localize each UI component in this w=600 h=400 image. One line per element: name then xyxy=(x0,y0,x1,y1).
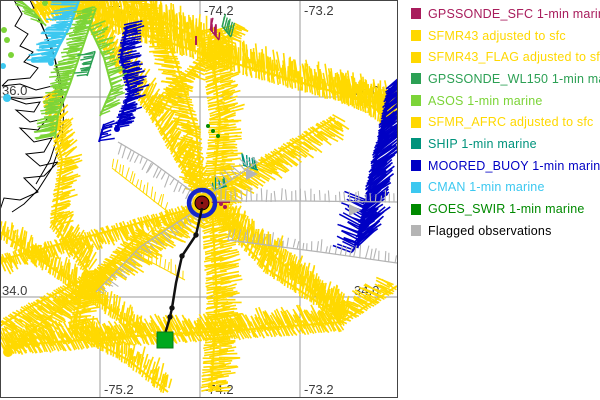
legend-item-3: GPSSONDE_WL150 1-min marine xyxy=(0,68,600,90)
storm-track-point xyxy=(179,253,185,259)
storm-track-point xyxy=(193,232,199,238)
legend-swatch xyxy=(411,160,421,172)
legend-label: SFMR_AFRC adjusted to sfc xyxy=(428,115,594,130)
legend-swatch xyxy=(411,225,421,237)
storm-center-symbol xyxy=(186,187,218,219)
landfall-marker xyxy=(156,331,174,349)
legend-item-7: MOORED_BUOY 1-min marine xyxy=(0,155,600,177)
wind-barb-tracks xyxy=(0,0,398,394)
track-gpssonde-wl150-west xyxy=(74,50,96,77)
legend-label: SFMR43 adjusted to sfc xyxy=(428,28,566,43)
track-sfmr-top-x xyxy=(146,22,249,117)
legend-label: ASOS 1-min marine xyxy=(428,93,543,108)
legend-label: SHIP 1-min marine xyxy=(428,136,537,151)
legend-label: GOES_SWIR 1-min marine xyxy=(428,202,585,217)
legend-item-10: Flagged observations xyxy=(0,220,600,242)
legend-swatch xyxy=(411,181,421,193)
legend-item-1: SFMR43 adjusted to sfc xyxy=(0,25,600,47)
legend-item-0: GPSSONDE_SFC 1-min marine xyxy=(0,3,600,25)
legend-item-5: SFMR_AFRC adjusted to sfc xyxy=(0,111,600,133)
flagged-obs-flag xyxy=(246,168,258,180)
track-cman-stream xyxy=(26,0,81,65)
legend-label: CMAN 1-min marine xyxy=(428,180,545,195)
lon-label-top: -73.2 xyxy=(304,3,334,18)
map-border xyxy=(0,0,398,398)
legend-swatch xyxy=(411,116,421,128)
map-data-layer xyxy=(0,0,398,394)
legend-label: SFMR43_FLAG adjusted to sfc xyxy=(428,50,600,65)
legend-swatch xyxy=(411,203,421,215)
storm-track-point xyxy=(167,314,173,320)
legend-item-2: SFMR43_FLAG adjusted to sfc xyxy=(0,46,600,68)
track-flagged-ne xyxy=(197,156,259,197)
track-gpssonde-wl150-drop xyxy=(221,13,236,38)
legend-item-6: SHIP 1-min marine xyxy=(0,133,600,155)
track-gpssonde-sfc-drop xyxy=(209,17,221,41)
storm-track-point xyxy=(169,305,175,311)
station-dots xyxy=(0,0,227,357)
legend: GPSSONDE_SFC 1-min marine SFMR43 adjusted… xyxy=(0,3,600,242)
track-asos-trail xyxy=(33,6,97,140)
track-flagged-east-2 xyxy=(227,229,398,264)
lat-label-left: 34.0 xyxy=(2,283,27,298)
legend-label: MOORED_BUOY 1-min marine xyxy=(428,158,600,173)
legend-label: GPSSONDE_WL150 1-min marine xyxy=(428,71,600,86)
storm-track xyxy=(156,207,204,349)
legend-item-4: ASOS 1-min marine xyxy=(0,90,600,112)
legend-item-9: GOES_SWIR 1-min marine xyxy=(0,198,600,220)
legend-swatch xyxy=(411,8,421,20)
legend-swatch xyxy=(411,51,421,63)
legend-label: GPSSONDE_SFC 1-min marine xyxy=(428,6,600,21)
legend-swatch xyxy=(411,138,421,150)
legend-label: Flagged observations xyxy=(428,223,552,238)
legend-item-8: CMAN 1-min marine xyxy=(0,177,600,199)
legend-swatch xyxy=(411,73,421,85)
track-buoy-small xyxy=(98,120,117,143)
track-buoy-topleft xyxy=(114,20,150,129)
lon-label-top: -74.2 xyxy=(204,3,234,18)
track-asos-cluster xyxy=(89,20,128,117)
track-sfmr-center-west xyxy=(0,201,203,275)
track-sfmr-swlow-x2 xyxy=(5,227,157,354)
flagged-obs-flag xyxy=(349,204,361,216)
lon-label-bottom: -73.2 xyxy=(304,382,334,397)
legend-swatch xyxy=(411,95,421,107)
legend-swatch xyxy=(411,30,421,42)
track-sfmr-right-mid xyxy=(332,69,397,128)
lon-label-bottom: -75.2 xyxy=(104,382,134,397)
